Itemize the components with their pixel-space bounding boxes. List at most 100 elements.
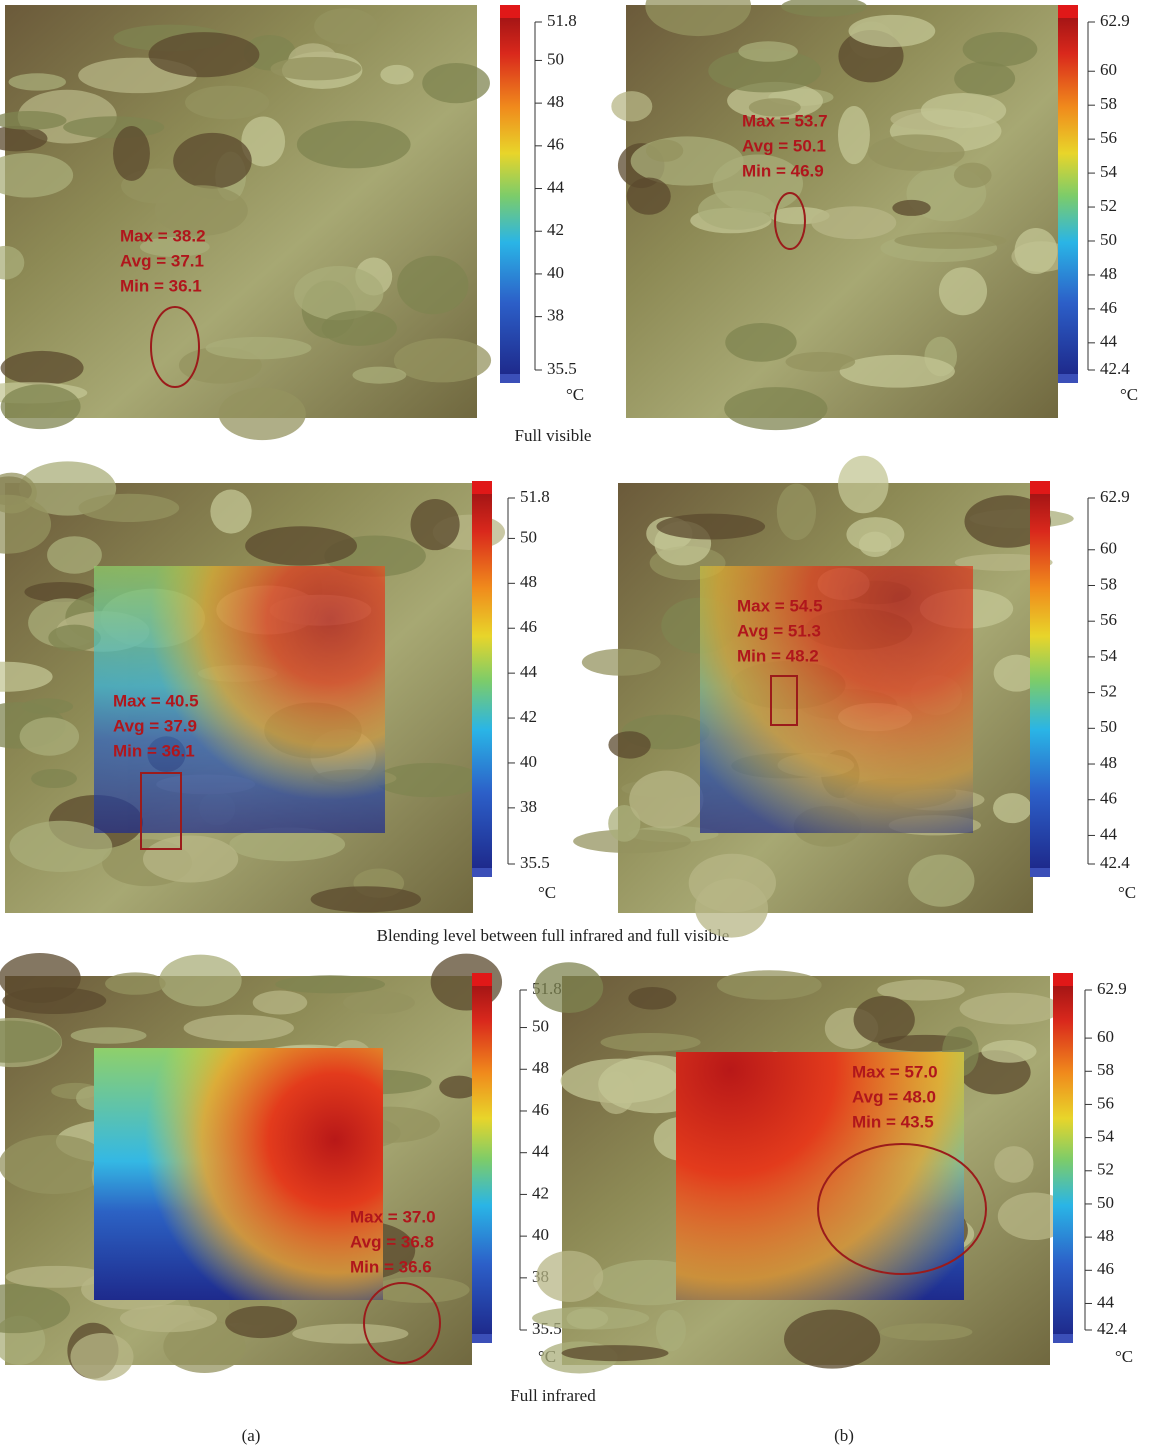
tick-label: 42 xyxy=(520,707,537,726)
unit-label: °C xyxy=(1115,1347,1133,1366)
leaf xyxy=(562,1345,669,1361)
leaf xyxy=(725,323,796,362)
caption: Full visible xyxy=(515,426,592,445)
leaf xyxy=(838,456,888,514)
annotation: Max = 54.5 xyxy=(737,596,823,615)
unit-label: °C xyxy=(538,883,556,902)
tick-label: 62.9 xyxy=(1097,979,1127,998)
leaf xyxy=(184,1015,294,1042)
tick-label: 50 xyxy=(1100,230,1117,249)
leaf xyxy=(840,355,955,388)
leaf xyxy=(1014,228,1057,274)
annotation: Min = 36.1 xyxy=(120,276,202,295)
leaf xyxy=(628,987,676,1010)
leaf xyxy=(629,771,703,829)
tick-label: 40 xyxy=(532,1225,549,1244)
leaf xyxy=(149,32,260,77)
tick-label: 56 xyxy=(1100,610,1117,629)
tick-label: 46 xyxy=(1100,298,1117,317)
tick-label: 50 xyxy=(1097,1193,1114,1212)
leaf xyxy=(422,63,490,103)
annotation: Avg = 36.8 xyxy=(350,1232,434,1251)
leaf xyxy=(892,200,930,216)
leaf xyxy=(880,1323,973,1340)
leaf xyxy=(271,57,362,80)
tick-label: 48 xyxy=(532,1058,549,1077)
colorbar-cap xyxy=(472,481,492,494)
leaf xyxy=(784,1310,880,1369)
annotation: Avg = 37.1 xyxy=(120,251,204,270)
leaf xyxy=(79,494,180,522)
panel: 51.85048464442403835.5°CMax = 37.0Avg = … xyxy=(0,950,562,1381)
leaf xyxy=(352,367,406,384)
tick-label: 56 xyxy=(1097,1093,1114,1112)
leaf xyxy=(894,232,1006,249)
colorbar-cap xyxy=(1030,481,1050,494)
leaf xyxy=(297,121,411,169)
tick-label: 42.4 xyxy=(1100,359,1130,378)
leaf xyxy=(646,139,683,161)
leaf xyxy=(849,15,936,47)
tick-label: 48 xyxy=(1100,264,1117,283)
colorbar-cap xyxy=(1058,5,1078,18)
leaf xyxy=(532,1307,649,1330)
leaf xyxy=(536,1251,603,1302)
tick-label: 51.8 xyxy=(547,11,577,30)
leaf xyxy=(173,133,252,189)
colorbar xyxy=(1053,986,1073,1334)
tick-label: 44 xyxy=(520,662,538,681)
leaf xyxy=(394,338,491,382)
tick-label: 58 xyxy=(1097,1060,1114,1079)
panel: 51.85048464442403835.5°CMax = 40.5Avg = … xyxy=(0,440,556,913)
leaf xyxy=(954,61,1015,95)
panel: 62.960585654525048464442.4°CMax = 54.5Av… xyxy=(573,340,1152,938)
tick-label: 58 xyxy=(1100,94,1117,113)
tick-label: 52 xyxy=(1097,1160,1114,1179)
leaf xyxy=(717,970,822,1000)
colorbar-cap xyxy=(472,868,492,877)
colorbar-cap xyxy=(500,374,520,383)
leaf xyxy=(582,649,661,676)
leaf xyxy=(397,256,468,315)
tick-label: 50 xyxy=(532,1016,549,1035)
annotation: Min = 43.5 xyxy=(852,1112,934,1131)
tick-label: 60 xyxy=(1100,539,1117,558)
tick-label: 44 xyxy=(1097,1292,1115,1311)
tick-label: 42.4 xyxy=(1097,1319,1127,1338)
leaf xyxy=(600,1033,700,1052)
tick-label: 52 xyxy=(1100,196,1117,215)
leaf xyxy=(343,991,415,1014)
tick-label: 46 xyxy=(532,1100,549,1119)
leaf xyxy=(206,337,312,359)
annotation: Min = 36.6 xyxy=(350,1257,432,1276)
leaf xyxy=(292,1324,408,1344)
leaf xyxy=(908,855,974,907)
panel: 62.960585654525048464442.4°CMax = 53.7Av… xyxy=(611,0,1138,430)
leaf xyxy=(786,352,856,372)
tick-label: 56 xyxy=(1100,128,1117,147)
tick-label: 50 xyxy=(520,527,537,546)
annotation: Avg = 50.1 xyxy=(742,136,826,155)
tick-label: 44 xyxy=(547,177,565,196)
leaf xyxy=(656,1310,686,1352)
tick-label: 46 xyxy=(547,135,564,154)
panel-label: (b) xyxy=(834,1426,854,1445)
leaf xyxy=(868,134,965,170)
colorbar-cap xyxy=(1053,973,1073,986)
unit-label: °C xyxy=(1120,385,1138,404)
tick-label: 62.9 xyxy=(1100,11,1130,30)
tick-label: 35.5 xyxy=(547,359,577,378)
leaf xyxy=(698,190,776,229)
leaf xyxy=(724,387,827,430)
colorbar-cap xyxy=(472,973,492,986)
tick-label: 42 xyxy=(532,1183,549,1202)
leaf xyxy=(695,879,768,938)
leaf xyxy=(47,536,102,573)
leaf xyxy=(0,1135,109,1194)
leaf xyxy=(534,962,603,1013)
tick-label: 38 xyxy=(547,306,564,325)
leaf xyxy=(811,206,896,239)
tick-label: 48 xyxy=(1097,1226,1114,1245)
leaf xyxy=(71,1027,147,1044)
tick-label: 54 xyxy=(1100,162,1118,181)
